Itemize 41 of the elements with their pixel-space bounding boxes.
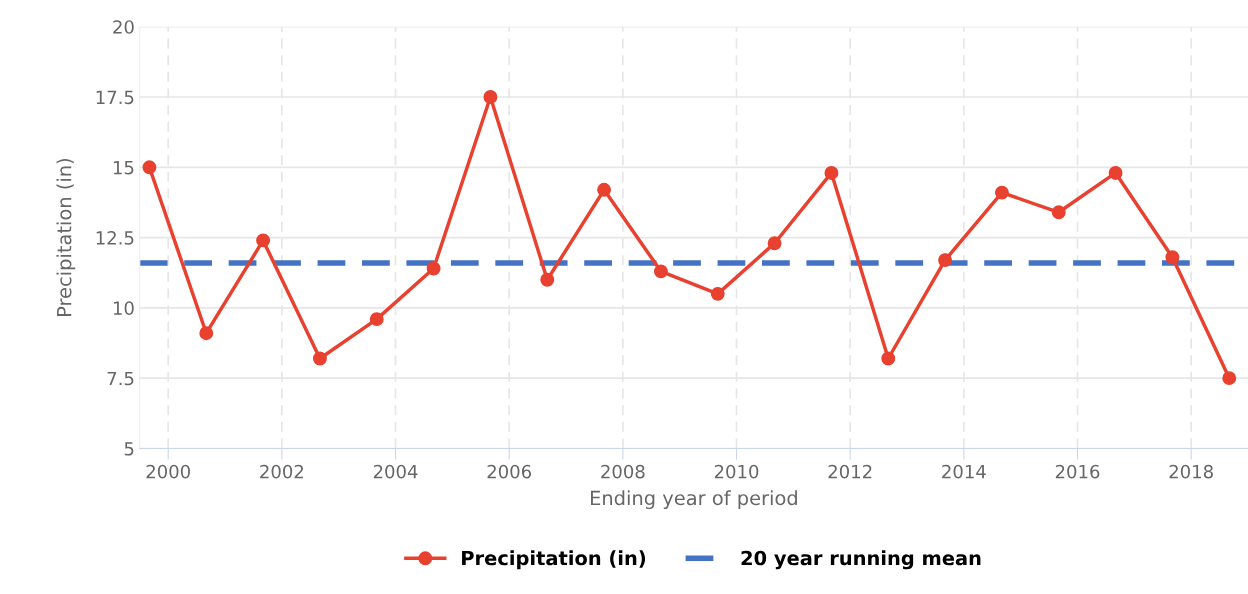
y-tick-label: 7.5: [107, 371, 134, 386]
x-tick-label: 2004: [373, 464, 418, 479]
x-axis-title: Ending year of period: [590, 490, 797, 510]
point: [142, 160, 157, 175]
point: [767, 236, 782, 251]
point: [881, 351, 896, 366]
y-axis-title: Precipitation (in): [56, 158, 76, 316]
x-tick-label: 2014: [942, 464, 986, 479]
point: [426, 261, 441, 276]
x-tick-label: 2006: [487, 464, 532, 479]
point: [710, 286, 725, 301]
x-tick-label: 2002: [260, 464, 304, 479]
point: [369, 312, 384, 327]
x-tick-label: 2016: [1055, 464, 1100, 479]
point: [483, 90, 498, 104]
legend-label: Precipitation (in): [462, 550, 646, 570]
x-tick-label: 2010: [714, 464, 759, 479]
legend-label: 20 year running mean: [741, 550, 981, 570]
point: [199, 326, 214, 341]
point: [312, 351, 327, 366]
point: [824, 165, 839, 180]
point: [1051, 205, 1066, 220]
point: [540, 272, 555, 287]
y-tick-label: 17.5: [96, 90, 134, 105]
point: [994, 185, 1009, 200]
point: [1222, 371, 1237, 386]
y-tick-label: 12.5: [96, 231, 134, 245]
point: [653, 264, 668, 279]
point: [597, 182, 612, 197]
point: [1108, 165, 1123, 180]
point: [938, 253, 953, 268]
x-tick-label: 2008: [601, 464, 645, 479]
x-tick-label: 2012: [828, 464, 872, 479]
x-tick-label: 2018: [1169, 464, 1213, 479]
y-tick-label: 5: [124, 442, 134, 456]
point: [256, 233, 271, 248]
x-tick-label: 2000: [146, 464, 190, 479]
y-tick-label: 15: [113, 161, 134, 175]
y-tick-label: 10: [113, 301, 134, 316]
y-tick-label: 20: [113, 20, 134, 34]
point: [1165, 250, 1180, 265]
